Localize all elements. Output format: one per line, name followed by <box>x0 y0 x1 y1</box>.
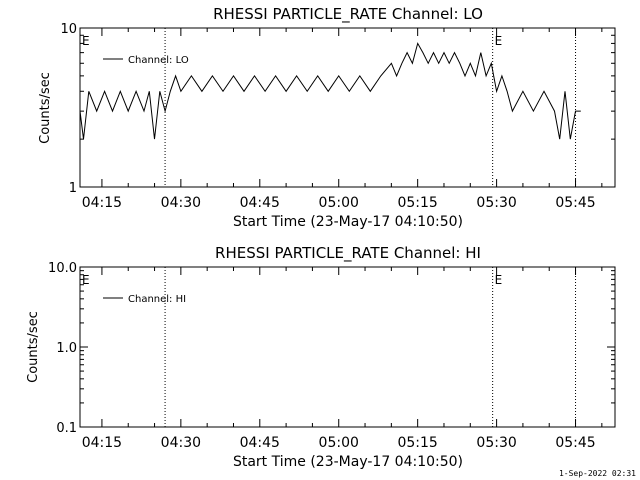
x-axis-label: Start Time (23-May-17 04:10:50) <box>233 214 463 230</box>
x-tick-label: 04:15 <box>82 435 122 451</box>
legend-label: Channel: HI <box>128 294 186 305</box>
y-tick-label: 1.0 <box>56 341 77 356</box>
chart-title: RHESSI PARTICLE_RATE Channel: LO <box>213 5 483 24</box>
x-tick-label: 04:15 <box>82 195 122 211</box>
y-axis-label: Counts/sec <box>38 72 53 144</box>
x-axis-label: Start Time (23-May-17 04:10:50) <box>233 454 463 470</box>
plot-frame <box>79 266 616 428</box>
chart-title: RHESSI PARTICLE_RATE Channel: HI <box>215 244 481 263</box>
event-marker: E <box>82 34 90 48</box>
series-line <box>79 42 581 140</box>
x-tick-label: 04:45 <box>240 195 280 211</box>
y-axis-label: Counts/sec <box>26 311 41 383</box>
y-tick-label: 1 <box>69 181 77 196</box>
x-tick-label: 05:45 <box>555 195 595 211</box>
chart-panel-lo: RHESSI PARTICLE_RATE Channel: LO 1 10 04:… <box>38 5 616 230</box>
x-axis: 04:15 04:30 04:45 05:00 05:15 05:30 05:45 <box>82 267 603 451</box>
y-tick-label: 0.1 <box>56 421 77 436</box>
legend: Channel: LO <box>103 55 189 66</box>
y-tick-label: 10.0 <box>48 261 77 276</box>
y-axis: 1 10 <box>60 22 615 196</box>
x-tick-label: 05:45 <box>555 435 595 451</box>
plot-frame <box>79 27 616 188</box>
x-tick-label: 05:30 <box>476 435 516 451</box>
x-axis: 04:15 04:30 04:45 05:00 05:15 05:30 05:45 <box>82 28 603 211</box>
x-tick-label: 05:00 <box>319 435 359 451</box>
x-tick-label: 05:30 <box>476 195 516 211</box>
timestamp-footer: 1-Sep-2022 02:31 <box>558 469 636 478</box>
y-axis: 0.1 1.0 10.0 <box>48 261 615 436</box>
series-group <box>79 42 581 140</box>
x-tick-label: 04:30 <box>161 195 201 211</box>
x-tick-label: 04:30 <box>161 435 201 451</box>
chart-panel-hi: RHESSI PARTICLE_RATE Channel: HI 0.1 1.0 1… <box>26 244 616 470</box>
x-tick-label: 05:15 <box>397 195 437 211</box>
x-tick-label: 05:00 <box>319 195 359 211</box>
event-marker: E <box>82 273 90 287</box>
event-marker: E <box>495 34 503 48</box>
y-tick-label: 10 <box>60 22 77 37</box>
event-marker: E <box>495 273 503 287</box>
legend-label: Channel: LO <box>128 55 189 66</box>
legend: Channel: HI <box>103 294 186 305</box>
x-tick-label: 04:45 <box>240 435 280 451</box>
x-tick-label: 05:15 <box>397 435 437 451</box>
